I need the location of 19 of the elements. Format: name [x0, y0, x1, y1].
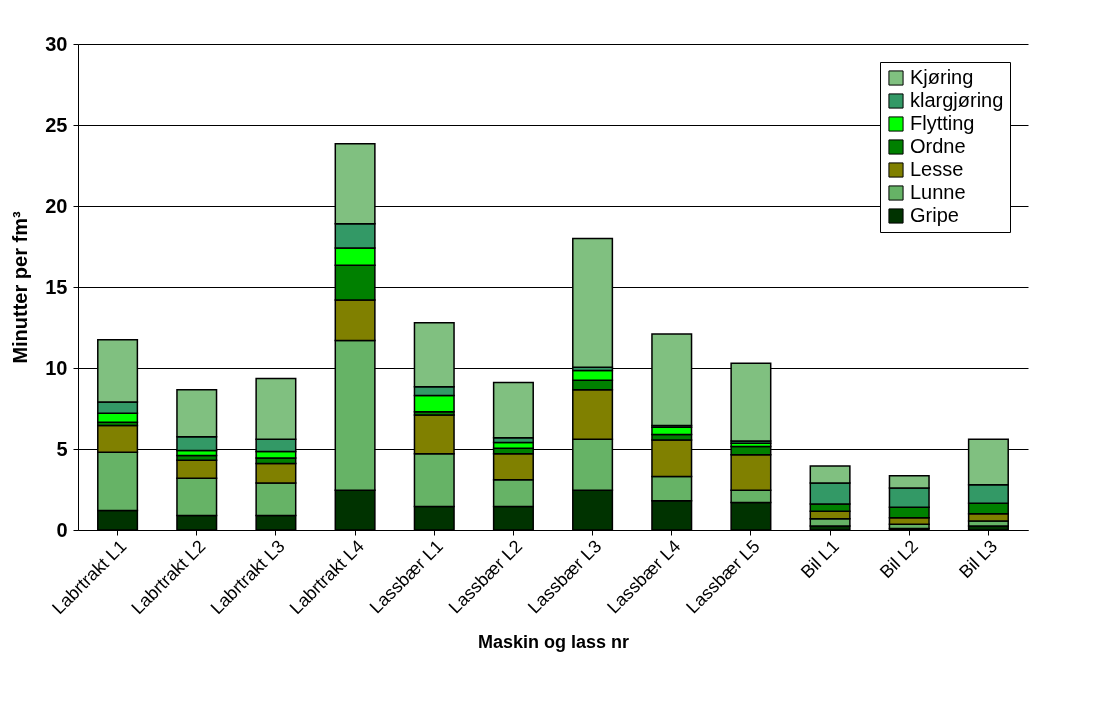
legend-label: Gripe	[910, 204, 959, 226]
y-tick-label: 10	[45, 356, 68, 379]
x-tick-label: Bil L1	[796, 536, 843, 583]
y-tick-label: 5	[56, 437, 68, 460]
x-tick-label: Bil L2	[875, 536, 922, 583]
legend-label: Kjøring	[910, 66, 974, 88]
y-axis-title: Minutter per fm³	[9, 211, 32, 364]
y-tick-label: 25	[45, 113, 68, 136]
legend-label: Ordne	[910, 135, 966, 157]
y-tick-label: 0	[56, 518, 68, 541]
legend-label: Flytting	[910, 112, 975, 134]
x-tick-label: Bil L3	[955, 536, 1002, 583]
legend-label: Lesse	[910, 158, 964, 180]
y-tick-label: 30	[45, 32, 68, 55]
y-tick-label: 20	[45, 194, 68, 217]
legend-label: klargjøring	[910, 89, 1004, 111]
y-tick-label: 15	[45, 275, 68, 298]
x-axis-title: Maskin og lass nr	[477, 632, 630, 653]
legend-label: Lunne	[910, 181, 966, 203]
